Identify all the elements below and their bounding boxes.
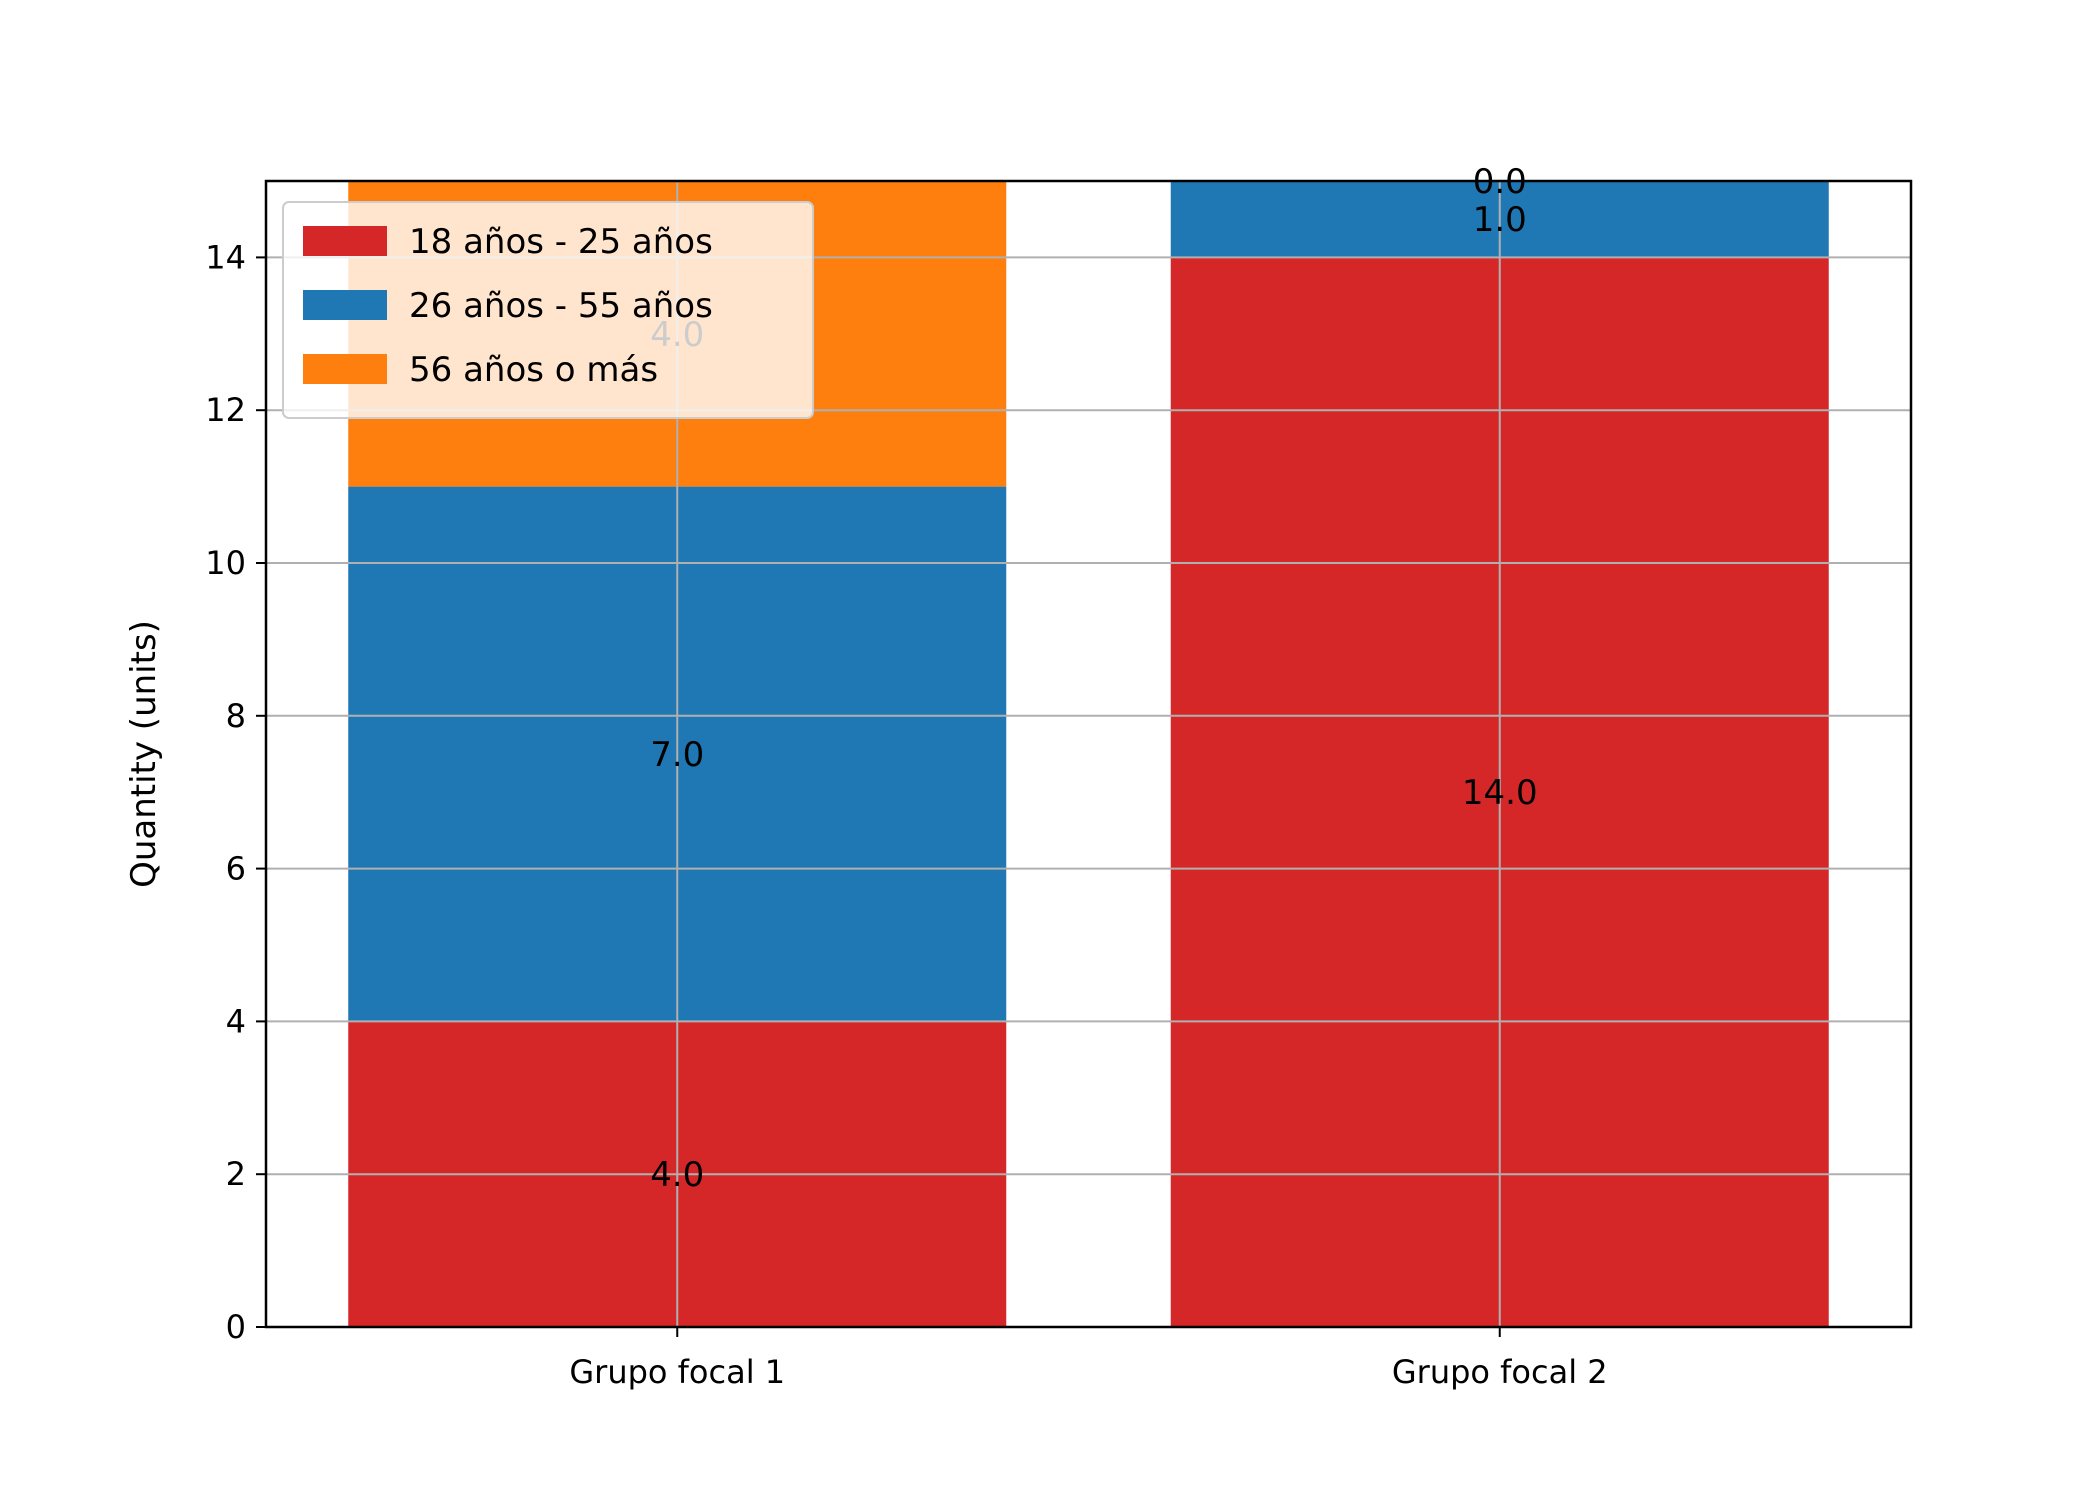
legend-swatch	[303, 354, 387, 384]
legend-box	[282, 201, 814, 419]
plot-frame	[264, 179, 1913, 1329]
x-tick-label: Grupo focal 2	[1392, 1353, 1608, 1391]
y-tick-label: 10	[205, 544, 246, 582]
y-tick-label: 0	[226, 1308, 246, 1346]
bar-value-label: 4.0	[650, 1155, 704, 1195]
legend-entry-label: 18 años - 25 años	[409, 222, 713, 262]
legend-swatch	[303, 226, 387, 256]
legend-swatch	[303, 290, 387, 320]
x-tick-label: Grupo focal 1	[569, 1353, 785, 1391]
bar-value-label: 14.0	[1462, 773, 1538, 813]
y-tick-label: 8	[226, 697, 246, 735]
y-tick-label: 14	[205, 238, 246, 276]
legend: 18 años - 25 años 26 años - 55 años 56 año…	[282, 201, 814, 419]
y-axis-label: Quantity (units)	[124, 620, 164, 888]
x-axis: Grupo focal 1 Grupo focal 2	[569, 1327, 1608, 1391]
bar-value-label: 1.0	[1473, 200, 1527, 240]
y-tick-label: 12	[205, 391, 246, 429]
legend-entry-label: 56 años o más	[409, 350, 658, 390]
y-tick-label: 6	[226, 850, 246, 888]
y-axis: 0 2 4 6 8 10 12 14	[205, 238, 266, 1346]
legend-entry-label: 26 años - 55 años	[409, 286, 713, 326]
y-tick-label: 4	[226, 1002, 246, 1040]
y-tick-label: 2	[226, 1155, 246, 1193]
bar-value-label: 7.0	[650, 735, 704, 775]
